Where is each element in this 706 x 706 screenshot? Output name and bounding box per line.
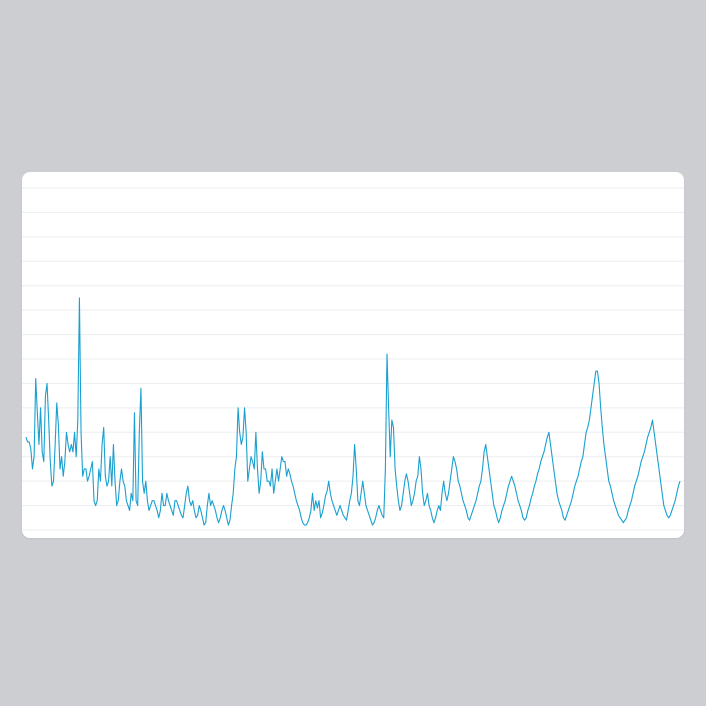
grid-layer (22, 187, 684, 531)
line-chart (22, 187, 684, 531)
series-line (25, 297, 681, 526)
chart-card (22, 172, 684, 538)
series-layer (25, 297, 681, 526)
